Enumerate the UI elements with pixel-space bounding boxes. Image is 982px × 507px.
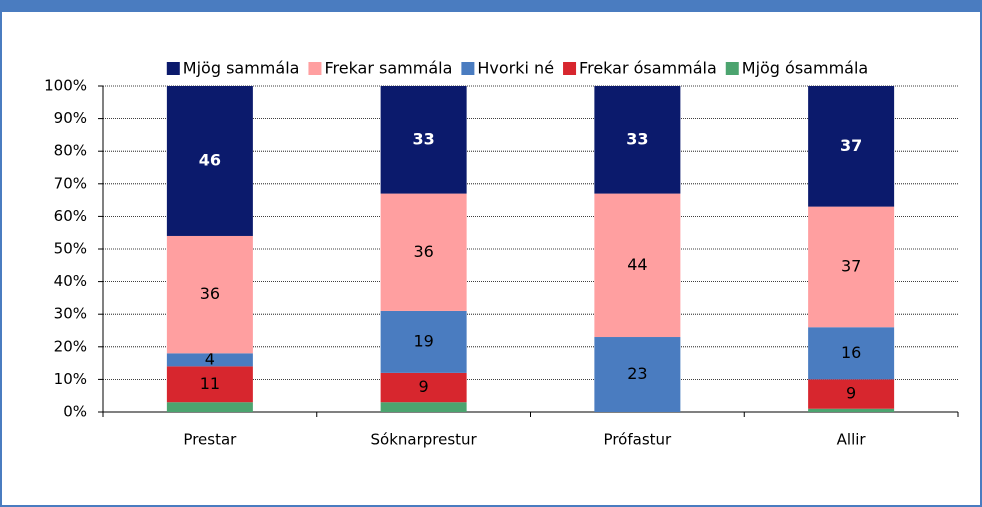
bar-segment xyxy=(380,372,467,403)
data-label: 36 xyxy=(200,284,220,303)
data-label: 33 xyxy=(412,129,434,148)
legend-swatch xyxy=(563,62,577,75)
bar-segment xyxy=(380,86,467,194)
legend-swatch xyxy=(166,62,180,75)
bar-segment xyxy=(380,402,467,412)
y-tick-label: 70% xyxy=(54,174,87,192)
x-tick-label: Prófastur xyxy=(604,431,672,449)
y-tick-label: 90% xyxy=(54,109,87,127)
bar-segment xyxy=(808,379,895,409)
data-label: 23 xyxy=(627,364,647,383)
legend-item: Hvorki né xyxy=(461,59,554,78)
legend-label: Frekar sammála xyxy=(324,59,452,78)
bar-segment xyxy=(380,310,467,373)
y-tick-label: 60% xyxy=(54,207,87,225)
data-label: 11 xyxy=(200,374,220,393)
data-label: 9 xyxy=(419,377,429,396)
data-label: 37 xyxy=(840,136,862,155)
bar-segment xyxy=(594,337,681,412)
data-label: 33 xyxy=(626,129,648,148)
data-label: 36 xyxy=(413,242,433,261)
bar-segment xyxy=(166,402,253,412)
legend-item: Frekar ósammála xyxy=(563,59,717,78)
bar-segment xyxy=(808,327,895,380)
y-tick-label: 40% xyxy=(54,272,87,290)
legend-swatch xyxy=(308,62,322,75)
bar-segment xyxy=(166,86,253,236)
legend-label: Hvorki né xyxy=(477,59,554,78)
data-label: 16 xyxy=(841,343,861,362)
bar-segment xyxy=(166,366,253,403)
bar-segment xyxy=(808,408,895,412)
legend-item: Frekar sammála xyxy=(308,59,452,78)
data-label: 46 xyxy=(199,150,221,169)
data-label: 4 xyxy=(205,349,215,368)
bar-segment xyxy=(166,353,253,367)
x-tick-label: Prestar xyxy=(183,431,237,449)
legend-label: Frekar ósammála xyxy=(579,59,717,78)
data-label: 9 xyxy=(846,384,856,403)
y-tick-label: 30% xyxy=(54,305,87,323)
y-tick-label: 50% xyxy=(54,240,87,258)
bar-segment xyxy=(380,193,467,311)
y-tick-label: 0% xyxy=(63,403,87,421)
bar-segment xyxy=(808,206,895,328)
y-tick-label: 20% xyxy=(54,337,87,355)
bar-segment xyxy=(594,86,681,194)
data-label: 37 xyxy=(841,256,861,275)
legend-label: Mjög sammála xyxy=(183,59,300,78)
data-label: 44 xyxy=(627,255,647,274)
y-tick-label: 100% xyxy=(44,77,87,95)
legend-item: Mjög ósammála xyxy=(725,59,868,78)
legend-swatch xyxy=(461,62,475,75)
header-bar xyxy=(0,0,982,12)
y-tick-label: 10% xyxy=(54,370,87,388)
legend-swatch xyxy=(725,62,739,75)
legend-label: Mjög ósammála xyxy=(742,59,868,78)
y-tick-label: 80% xyxy=(54,142,87,160)
legend-item: Mjög sammála xyxy=(166,59,300,78)
bar-segment xyxy=(166,235,253,354)
data-label: 19 xyxy=(413,331,433,350)
bar-segment xyxy=(808,86,895,207)
bar-segment xyxy=(594,193,681,338)
x-tick-label: Allir xyxy=(837,431,867,449)
x-tick-label: Sóknarprestur xyxy=(371,431,478,449)
